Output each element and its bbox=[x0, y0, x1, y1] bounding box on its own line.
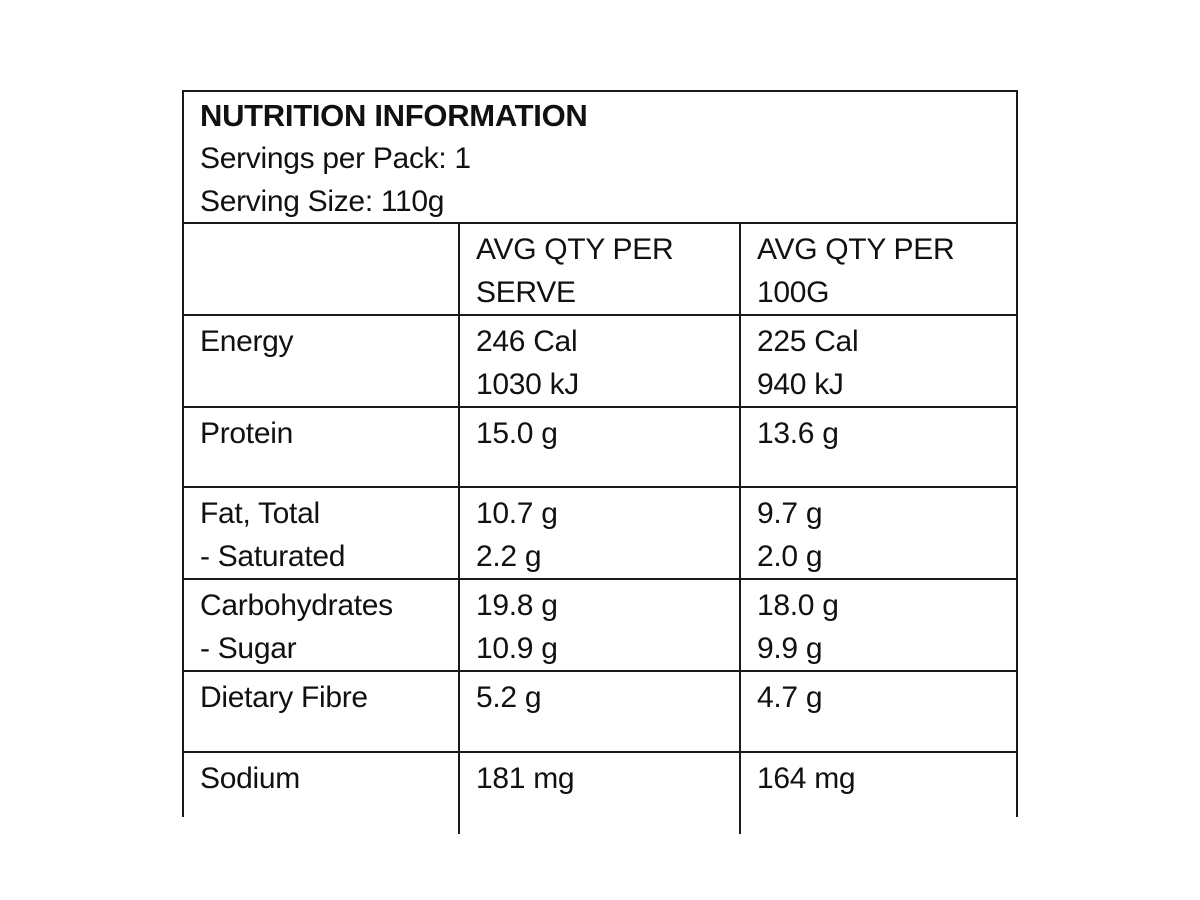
value-per-100g-line1: 13.6 g bbox=[757, 417, 839, 450]
value-per-100g-line1: 225 Cal bbox=[757, 325, 859, 358]
nutrient-name-line1: Protein bbox=[200, 417, 293, 450]
column-header-nutrient bbox=[184, 224, 460, 315]
value-per-serve-line1: 181 mg bbox=[476, 762, 575, 795]
table-row-carbohydrates: Carbohydrates - Sugar 19.8 g 10.9 g 18.0… bbox=[184, 578, 1016, 671]
value-per-serve: 10.7 g 2.2 g bbox=[459, 486, 741, 579]
value-per-100g: 13.6 g bbox=[740, 406, 1016, 487]
table-row-sodium: Sodium 181 mg 164 mg bbox=[184, 751, 1016, 834]
value-per-serve-line1: 19.8 g bbox=[476, 589, 558, 622]
value-per-serve-line2: 10.9 g bbox=[476, 632, 558, 665]
nutrient-name-line1: Energy bbox=[200, 325, 294, 358]
nutrition-table: AVG QTY PER SERVE AVG QTY PER 100G Energ… bbox=[184, 224, 1016, 834]
value-per-serve: 19.8 g 10.9 g bbox=[459, 578, 741, 671]
nutrient-name-line2: - Saturated bbox=[200, 540, 346, 573]
panel-title: NUTRITION INFORMATION bbox=[200, 98, 588, 133]
value-per-serve-line2: 2.2 g bbox=[476, 540, 542, 573]
serving-size: Serving Size: 110g bbox=[200, 185, 445, 218]
table-row-dietary-fibre: Dietary Fibre 5.2 g 4.7 g bbox=[184, 670, 1016, 752]
value-per-100g: 4.7 g bbox=[740, 670, 1016, 752]
servings-per-pack: Servings per Pack: 1 bbox=[200, 142, 471, 175]
nutrient-name: Carbohydrates - Sugar bbox=[184, 578, 460, 671]
column-header-per-serve: AVG QTY PER SERVE bbox=[459, 224, 741, 315]
column-header-row: AVG QTY PER SERVE AVG QTY PER 100G bbox=[184, 224, 1016, 315]
value-per-serve: 246 Cal 1030 kJ bbox=[459, 314, 741, 407]
value-per-100g-line1: 164 mg bbox=[757, 762, 856, 795]
value-per-100g-line2: 2.0 g bbox=[757, 540, 823, 573]
nutrient-name-line1: Carbohydrates bbox=[200, 589, 393, 622]
nutrient-name: Energy bbox=[184, 314, 460, 407]
table-row-energy: Energy 246 Cal 1030 kJ 225 Cal 940 kJ bbox=[184, 314, 1016, 407]
value-per-serve-line1: 246 Cal bbox=[476, 325, 578, 358]
value-per-serve-line1: 10.7 g bbox=[476, 497, 558, 530]
column-header-per-100g-line1: AVG QTY PER bbox=[757, 233, 955, 266]
value-per-100g-line1: 9.7 g bbox=[757, 497, 823, 530]
value-per-100g: 225 Cal 940 kJ bbox=[740, 314, 1016, 407]
value-per-serve: 181 mg bbox=[459, 751, 741, 834]
nutrient-name: Dietary Fibre bbox=[184, 670, 460, 752]
table-row-protein: Protein 15.0 g 13.6 g bbox=[184, 406, 1016, 487]
value-per-serve-line1: 15.0 g bbox=[476, 417, 558, 450]
value-per-100g: 18.0 g 9.9 g bbox=[740, 578, 1016, 671]
table-row-fat: Fat, Total - Saturated 10.7 g 2.2 g 9.7 … bbox=[184, 486, 1016, 579]
value-per-serve: 15.0 g bbox=[459, 406, 741, 487]
column-header-per-100g: AVG QTY PER 100G bbox=[740, 224, 1016, 315]
nutrient-name-line1: Dietary Fibre bbox=[200, 681, 368, 714]
nutrient-name-line1: Fat, Total bbox=[200, 497, 320, 530]
nutrition-information-panel: NUTRITION INFORMATION Servings per Pack:… bbox=[182, 90, 1018, 834]
column-header-per-serve-line1: AVG QTY PER bbox=[476, 233, 674, 266]
value-per-100g: 164 mg bbox=[740, 751, 1016, 834]
nutrient-name: Protein bbox=[184, 406, 460, 487]
nutrient-name-line2: - Sugar bbox=[200, 632, 297, 665]
column-header-per-serve-line2: SERVE bbox=[476, 276, 576, 309]
nutrient-name: Fat, Total - Saturated bbox=[184, 486, 460, 579]
value-per-serve-line2: 1030 kJ bbox=[476, 368, 579, 401]
value-per-serve: 5.2 g bbox=[459, 670, 741, 752]
nutrient-name-line1: Sodium bbox=[200, 762, 300, 795]
value-per-100g-line2: 940 kJ bbox=[757, 368, 844, 401]
nutrient-name: Sodium bbox=[184, 751, 460, 834]
value-per-100g-line1: 4.7 g bbox=[757, 681, 823, 714]
value-per-100g: 9.7 g 2.0 g bbox=[740, 486, 1016, 579]
value-per-100g-line2: 9.9 g bbox=[757, 632, 823, 665]
value-per-serve-line1: 5.2 g bbox=[476, 681, 542, 714]
value-per-100g-line1: 18.0 g bbox=[757, 589, 839, 622]
column-header-per-100g-line2: 100G bbox=[757, 276, 830, 309]
panel-header: NUTRITION INFORMATION Servings per Pack:… bbox=[184, 92, 1016, 224]
